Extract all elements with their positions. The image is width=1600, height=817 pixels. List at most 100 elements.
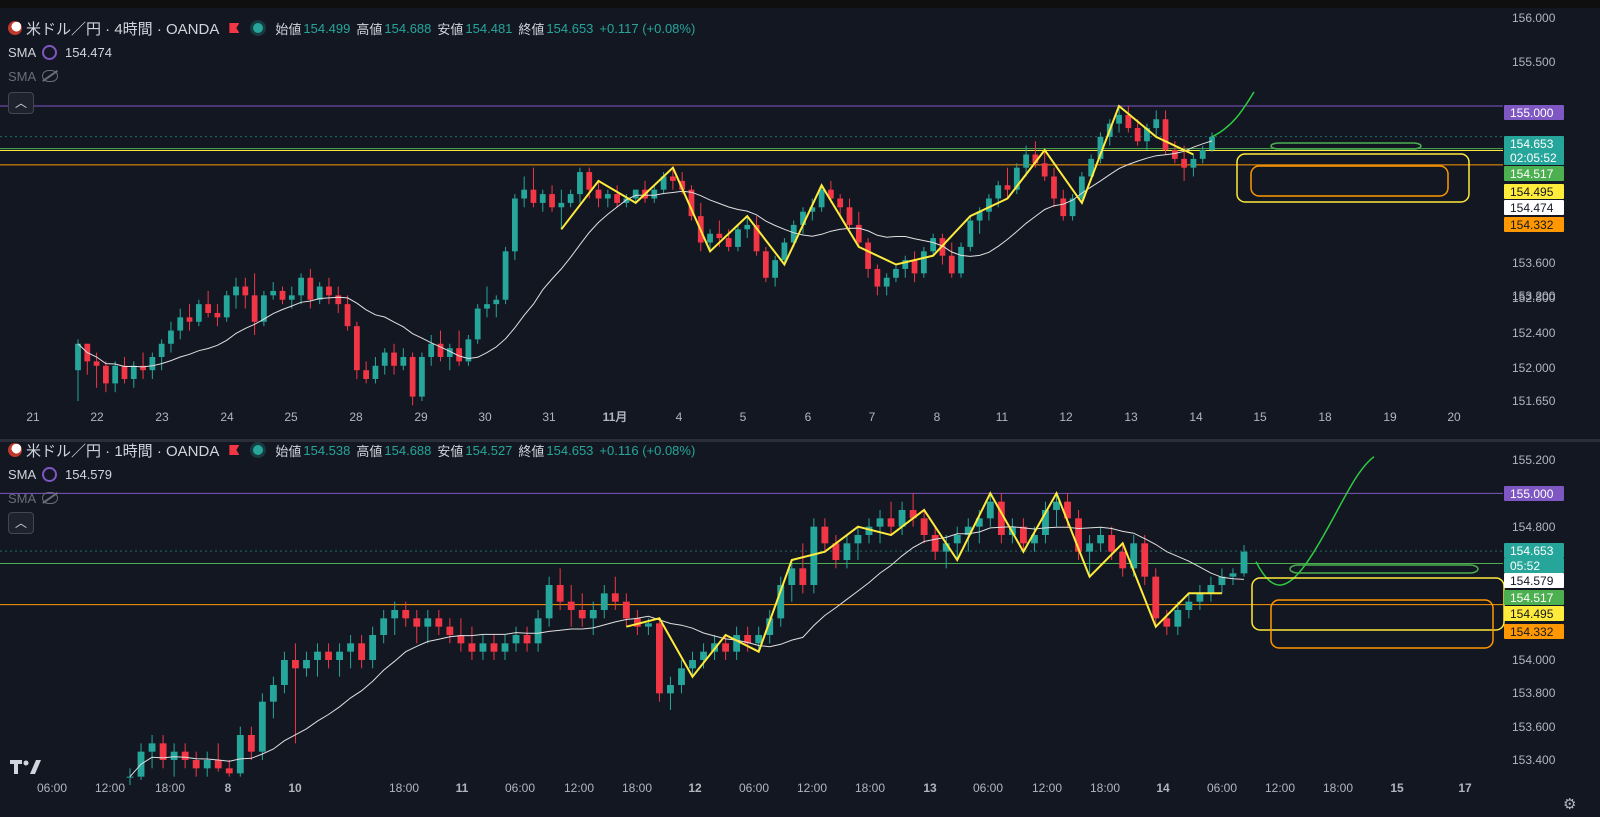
hidden-eye-icon[interactable] — [42, 70, 58, 82]
candle-body — [484, 304, 490, 309]
candle — [1116, 106, 1122, 133]
candle-body — [186, 317, 193, 322]
chart-panel-1h[interactable]: 155.200 154.800 154.000 153.800 153.600 153.4… — [0, 442, 1600, 817]
candle-body — [288, 295, 295, 300]
candle-body — [753, 224, 760, 252]
candle — [279, 286, 286, 305]
candle-body — [479, 643, 487, 652]
candle — [195, 299, 202, 327]
candle-body — [1031, 535, 1038, 544]
flag-marker-icon[interactable] — [229, 445, 240, 455]
candle-body — [247, 735, 255, 752]
candle — [883, 273, 890, 296]
candle — [75, 339, 81, 401]
candle-body — [363, 370, 370, 379]
candle — [1053, 493, 1060, 527]
open-label: 始値 — [275, 21, 302, 37]
sma2-row[interactable]: SMA — [8, 486, 695, 510]
chart-canvas-1h[interactable]: 155.200 154.800 154.000 153.800 153.600 153.4… — [0, 442, 1600, 817]
time-tick-label: 7 — [869, 410, 876, 424]
candle — [307, 268, 314, 309]
time-tick-label: 28 — [349, 410, 363, 424]
candle — [530, 167, 537, 208]
price-badge — [1504, 573, 1564, 588]
candle-body — [1209, 136, 1215, 151]
candle-body — [821, 526, 829, 544]
candle-body — [279, 290, 286, 300]
candle-body — [1144, 128, 1150, 142]
candle-body — [911, 260, 918, 274]
candle-body — [490, 643, 498, 652]
candle-body — [902, 260, 909, 269]
price-badge — [1504, 606, 1564, 621]
symbol-title[interactable]: 米ドル／円 · 1時間 · OANDA — [26, 442, 220, 460]
candle — [1190, 154, 1197, 177]
candle — [539, 189, 546, 212]
price-tick-label: 155.200 — [1512, 453, 1556, 467]
candle-body — [261, 295, 267, 322]
sma2-row[interactable]: SMA — [8, 64, 695, 88]
candle-body — [1163, 618, 1171, 627]
candle-body — [837, 198, 844, 208]
projection-annotation — [1211, 91, 1255, 138]
candle-body — [1141, 543, 1149, 577]
sma1-row[interactable]: SMA 154.474 — [8, 40, 695, 64]
candle — [1218, 568, 1226, 594]
candle — [567, 585, 575, 627]
candle-body — [688, 189, 695, 217]
candle — [772, 255, 779, 287]
candle-body — [604, 194, 611, 199]
candle — [369, 626, 377, 669]
symbol-row[interactable]: 米ドル／円 · 4時間 · OANDA 始値 154.499 高値 154.688 … — [8, 16, 695, 40]
candle-body — [883, 277, 890, 287]
candle — [137, 743, 145, 780]
sma1-row[interactable]: SMA 154.579 — [8, 462, 695, 486]
candle — [777, 576, 785, 627]
candle — [788, 560, 796, 602]
candle — [1075, 510, 1082, 560]
collapse-legend-button[interactable]: ︿ — [8, 512, 34, 534]
candle-body — [236, 735, 244, 774]
flag-marker-icon[interactable] — [229, 23, 240, 33]
hidden-eye-icon[interactable] — [42, 492, 58, 504]
candle — [953, 526, 961, 560]
candle-body — [140, 365, 146, 371]
candle — [435, 610, 443, 635]
candle-body — [556, 585, 564, 602]
chart-canvas-4h[interactable]: 156.000155.500154.000153.600153.200152.8… — [0, 8, 1600, 439]
time-tick-label: 13 — [923, 781, 937, 795]
candle-body — [103, 365, 109, 384]
settings-gear-icon[interactable]: ⚙ — [1563, 796, 1577, 813]
candle-body — [534, 618, 542, 644]
candle-body — [679, 180, 686, 190]
candle-body — [818, 189, 825, 208]
candle-body — [400, 356, 407, 366]
time-tick-label: 8 — [934, 410, 941, 424]
candle-body — [512, 635, 520, 644]
symbol-row[interactable]: 米ドル／円 · 1時間 · OANDA 始値 154.538 高値 154.688 … — [8, 438, 695, 462]
panel-divider[interactable] — [0, 439, 1600, 442]
candle — [130, 361, 137, 388]
candle — [832, 535, 840, 569]
candle-body — [1196, 593, 1204, 602]
time-tick-label: 30 — [478, 410, 492, 424]
tradingview-logo-icon[interactable] — [10, 756, 42, 776]
symbol-title[interactable]: 米ドル／円 · 4時間 · OANDA — [26, 20, 220, 38]
candle — [911, 251, 918, 283]
candle-body — [1130, 543, 1138, 569]
candle — [214, 304, 221, 327]
candle-body — [409, 356, 416, 397]
candle-body — [1181, 158, 1187, 168]
collapse-legend-button[interactable]: ︿ — [8, 92, 34, 114]
candle — [622, 593, 630, 627]
candle — [744, 626, 752, 652]
price-tick-label: 155.500 — [1512, 55, 1556, 69]
candle — [381, 348, 388, 375]
candle-body — [975, 518, 983, 527]
candle-body — [931, 535, 939, 552]
usdjpy-flag-icon — [8, 21, 22, 35]
candle-body — [148, 743, 156, 752]
chart-panel-4h[interactable]: 156.000155.500154.000153.600153.200152.8… — [0, 8, 1600, 439]
change-value: +0.117 (+0.08%) — [599, 20, 696, 36]
candle — [1078, 172, 1085, 203]
